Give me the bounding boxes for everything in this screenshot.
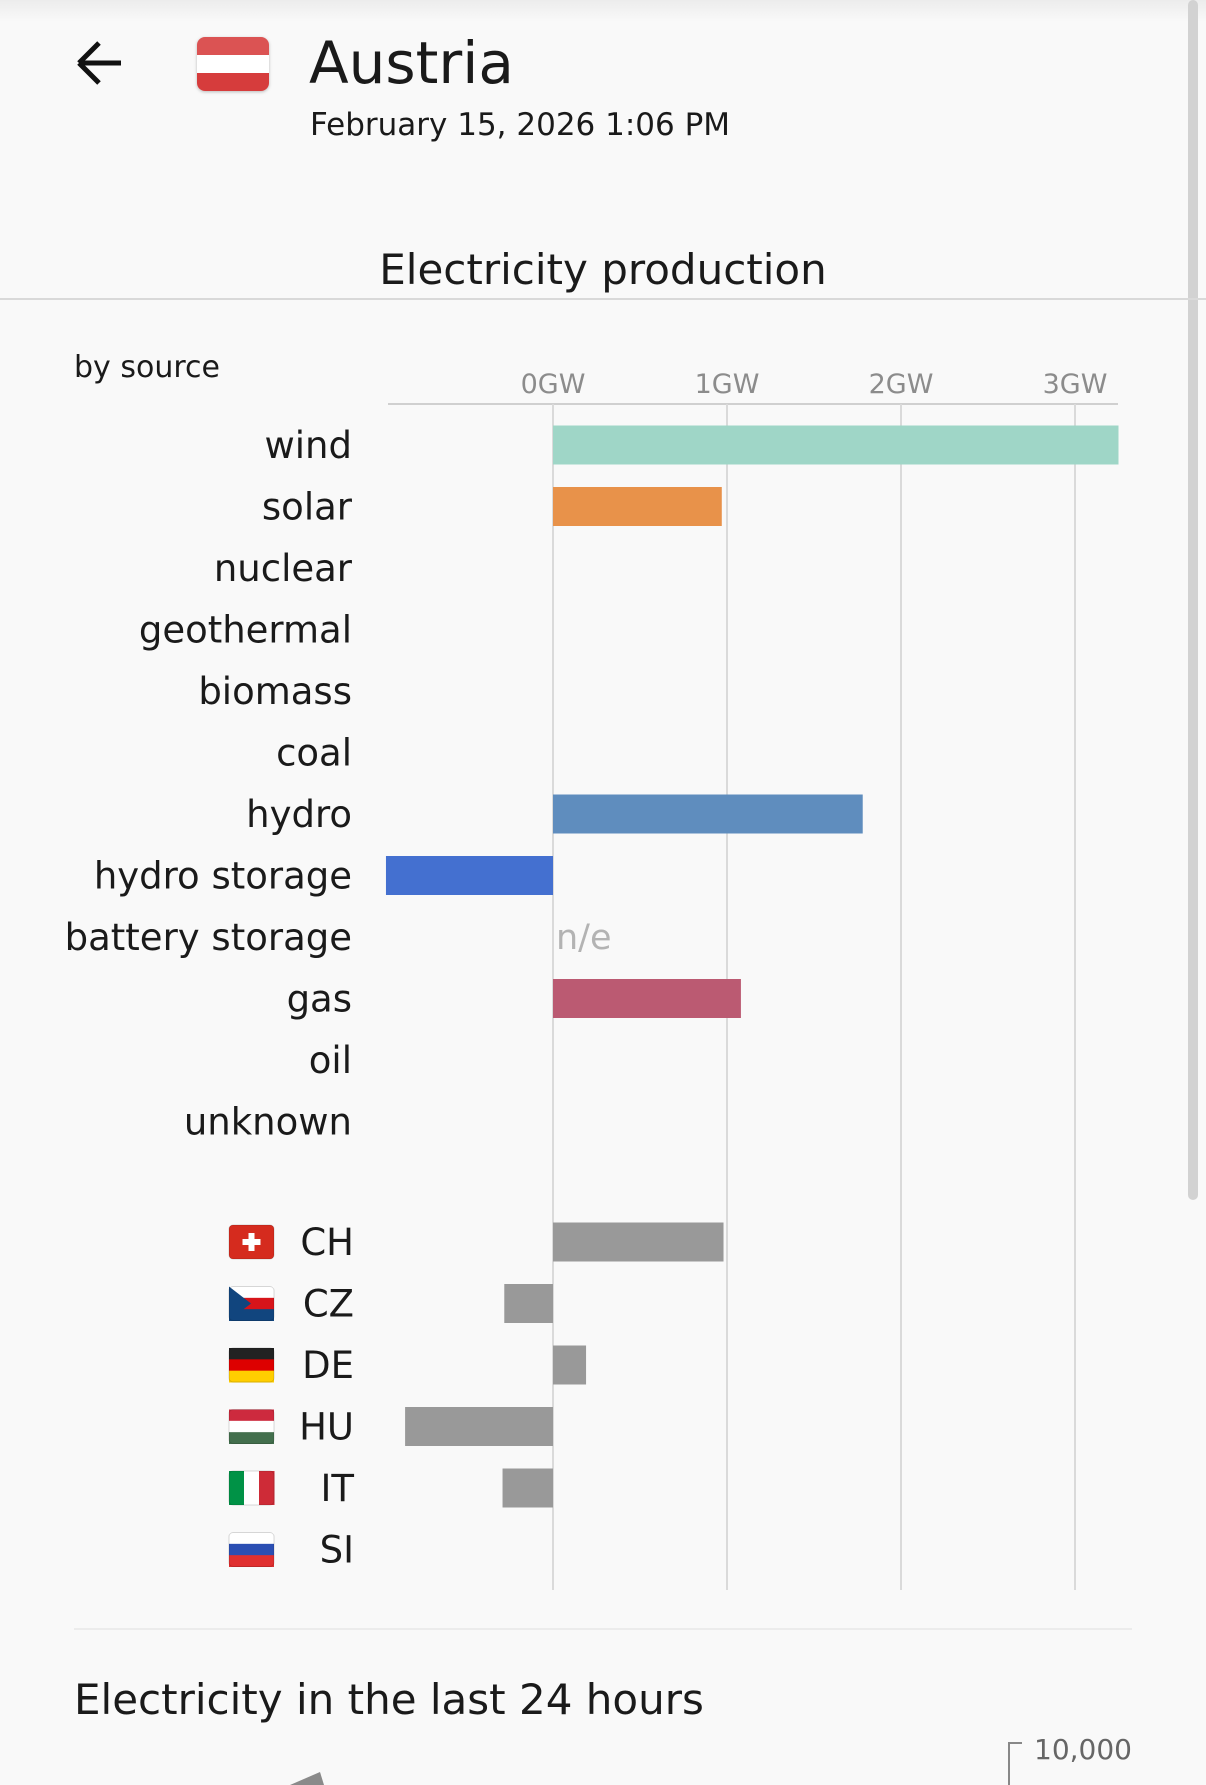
source-label: hydro storage — [94, 855, 352, 898]
source-label: oil — [309, 1039, 352, 1082]
production-chart: 0GW 1GW 2GW 3GW wind solar nuclear geothermal bi… — [65, 369, 1119, 1590]
exchange-bar-hu — [405, 1407, 553, 1446]
source-label: gas — [287, 978, 352, 1021]
exchange-bar-cz — [504, 1284, 553, 1323]
top-shadow — [0, 0, 1206, 22]
x-tick-label: 1GW — [695, 369, 760, 400]
it-flag-icon — [228, 1470, 275, 1506]
country-title: Austria — [309, 29, 514, 97]
x-tick-label: 3GW — [1043, 369, 1108, 400]
x-tick-label: 2GW — [869, 369, 934, 400]
exchange-label: HU — [299, 1406, 354, 1449]
scrollbar[interactable] — [1188, 0, 1198, 1200]
exchange-bar-it — [502, 1468, 553, 1508]
hu-flag-icon — [228, 1409, 275, 1444]
divider — [74, 1628, 1132, 1630]
by-source-label: by source — [74, 350, 220, 385]
source-label: solar — [262, 486, 353, 529]
last-24-hours-title: Electricity in the last 24 hours — [74, 1675, 704, 1724]
y-tick-label: 10,000 — [1034, 1733, 1132, 1766]
exchange-label: DE — [302, 1344, 354, 1387]
exchange-label: SI — [320, 1529, 354, 1572]
de-flag-icon — [228, 1347, 275, 1383]
area-chart-peek — [290, 1772, 324, 1785]
not-estimated-label: n/e — [556, 918, 612, 958]
exchange-bar-de — [553, 1345, 587, 1385]
source-label: battery storage — [65, 916, 352, 959]
source-label: hydro — [246, 793, 352, 836]
divider — [0, 298, 1206, 300]
austria-flag-icon — [197, 37, 269, 91]
source-label: nuclear — [214, 547, 353, 590]
source-label: geothermal — [139, 609, 352, 652]
datetime-label: February 15, 2026 1:06 PM — [310, 107, 731, 143]
arrow-left-icon — [77, 41, 121, 85]
bar-hydro-storage — [385, 856, 553, 895]
si-flag-icon — [228, 1532, 275, 1567]
ch-flag-icon — [228, 1224, 275, 1260]
exchange-label: IT — [320, 1467, 354, 1510]
bar-hydro — [553, 794, 863, 834]
source-label: biomass — [198, 670, 352, 713]
bar-solar — [553, 487, 722, 526]
source-label: wind — [265, 424, 352, 467]
source-label: coal — [276, 732, 352, 775]
bar-wind — [553, 425, 1119, 465]
source-label: unknown — [184, 1101, 352, 1144]
x-tick-label: 0GW — [521, 369, 586, 400]
back-button[interactable] — [64, 28, 134, 98]
y-axis — [1008, 1742, 1010, 1785]
exchange-label: CZ — [303, 1283, 354, 1326]
bar-gas — [553, 979, 741, 1018]
cz-flag-icon — [228, 1286, 275, 1321]
y-tick-mark — [1008, 1742, 1022, 1744]
exchange-bar-ch — [553, 1222, 724, 1262]
exchange-label: CH — [300, 1221, 354, 1264]
production-title: Electricity production — [379, 245, 827, 294]
